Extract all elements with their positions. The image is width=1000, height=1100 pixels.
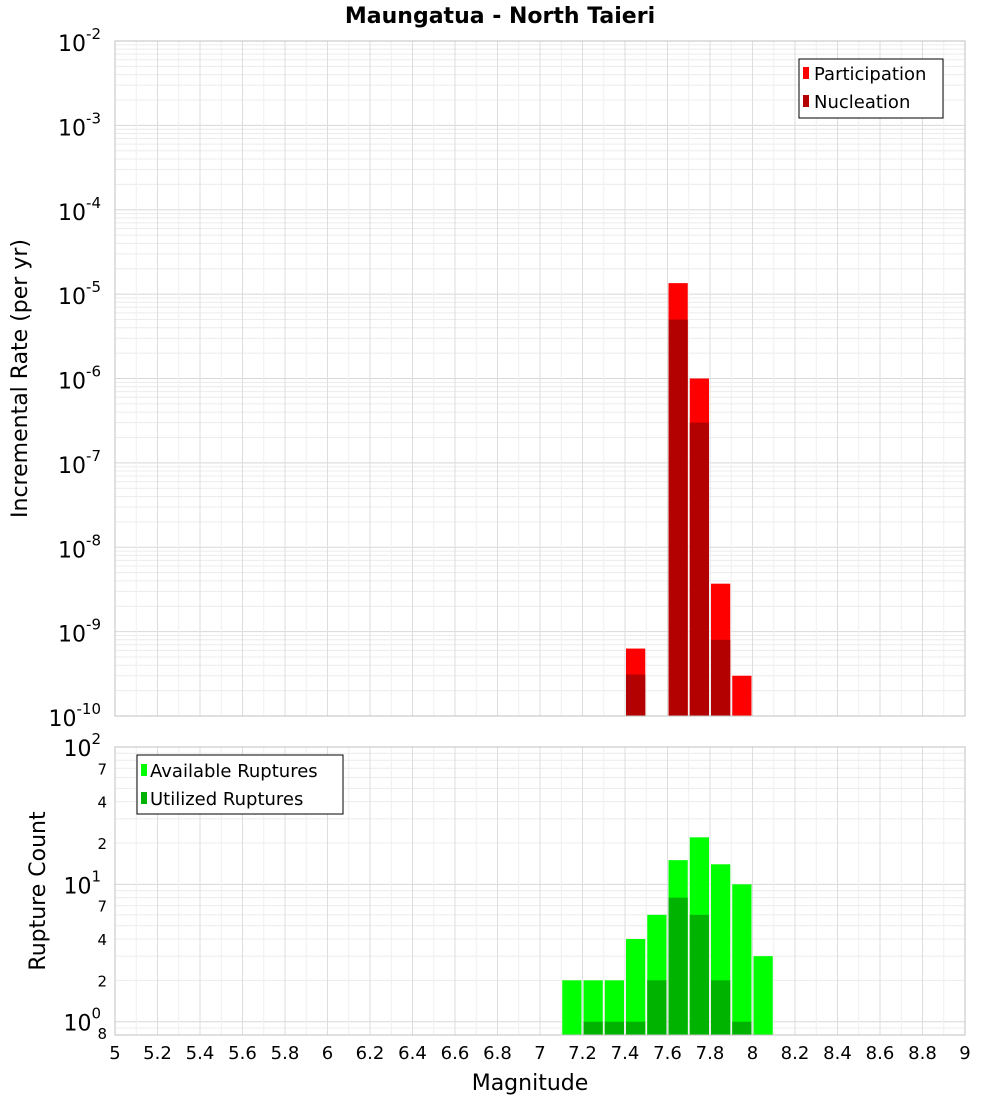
top-y-tick-label: 10-6 xyxy=(58,363,101,395)
nucleation-bar xyxy=(711,639,731,716)
x-tick-label: 6.6 xyxy=(441,1043,470,1064)
x-tick-label: 7.8 xyxy=(696,1043,725,1064)
x-tick-label: 7.2 xyxy=(568,1043,597,1064)
bottom-legend: Available Ruptures Utilized Ruptures xyxy=(136,754,344,815)
bottom-y-minor-tick-label: 4 xyxy=(97,931,107,949)
bottom-y-minor-tick-label: 7 xyxy=(97,760,107,778)
x-tick-label: 6.2 xyxy=(356,1043,385,1064)
available-ruptures-bar xyxy=(732,884,752,1035)
x-tick-label: 7.6 xyxy=(653,1043,682,1064)
bottom-y-major-tick-label: 102 xyxy=(63,730,101,762)
nucleation-bar xyxy=(626,674,646,716)
x-tick-label: 6 xyxy=(322,1043,333,1064)
bottom-y-major-tick-label: 101 xyxy=(63,867,101,899)
top-y-tick-label: 10-2 xyxy=(58,25,101,57)
legend-swatch-nucleation xyxy=(803,95,809,107)
utilized-ruptures-bar xyxy=(732,1021,752,1035)
x-tick-label: 6.8 xyxy=(483,1043,512,1064)
x-tick-label: 8.8 xyxy=(908,1043,937,1064)
bottom-y-minor-tick-label: 8 xyxy=(97,1025,107,1043)
x-tick-label: 8.2 xyxy=(781,1043,810,1064)
top-y-tick-labels: 10-10 10-9 10-8 10-7 10-6 10-5 10-4 10-3 10-2 xyxy=(49,25,102,732)
legend-swatch-utilized-ruptures xyxy=(141,792,147,804)
bottom-series-utilized-ruptures xyxy=(583,897,752,1035)
nucleation-bar xyxy=(689,422,709,716)
bottom-y-major-tick-label: 100 xyxy=(63,1005,101,1037)
x-tick-label: 8.6 xyxy=(866,1043,895,1064)
legend-label-available-ruptures: Available Ruptures xyxy=(150,761,318,782)
x-tick-label: 7.4 xyxy=(611,1043,640,1064)
legend-swatch-available-ruptures xyxy=(141,764,147,776)
bottom-y-minor-tick-label: 2 xyxy=(97,835,107,853)
x-tick-label: 6.4 xyxy=(398,1043,427,1064)
top-y-tick-label: 10-9 xyxy=(58,616,101,648)
legend-label-nucleation: Nucleation xyxy=(814,92,910,113)
utilized-ruptures-bar xyxy=(626,1021,646,1035)
x-tick-label: 5.2 xyxy=(143,1043,172,1064)
top-plot-frame xyxy=(114,40,966,717)
bottom-y-minor-tick-label: 4 xyxy=(97,794,107,812)
top-legend-box xyxy=(798,58,944,119)
top-y-axis-label: Incremental Rate (per yr) xyxy=(8,239,33,518)
utilized-ruptures-bar xyxy=(668,897,688,1035)
x-tick-label: 9 xyxy=(959,1043,970,1064)
legend-label-utilized-ruptures: Utilized Ruptures xyxy=(150,789,303,810)
x-tick-label: 7 xyxy=(534,1043,545,1064)
x-tick-label: 8 xyxy=(747,1043,758,1064)
utilized-ruptures-bar xyxy=(711,980,731,1035)
available-ruptures-bar xyxy=(583,980,603,1035)
bottom-y-minor-tick-label: 2 xyxy=(97,972,107,990)
available-ruptures-bar xyxy=(604,980,624,1035)
available-ruptures-bar xyxy=(626,939,646,1035)
bottom-y-tick-labels: 100 101 102 8 2 4 7 2 4 7 xyxy=(63,730,107,1043)
top-legend: Participation Nucleation xyxy=(798,58,944,119)
bottom-plot-frame xyxy=(114,746,966,1036)
x-tick-labels: 5 5.2 5.4 5.6 5.8 6 6.2 6.4 6.6 6.8 7 7.2 7.4 7.6 7.8 8… xyxy=(109,1043,970,1064)
chart-title: Maungatua - North Taieri xyxy=(345,4,655,29)
top-series-nucleation xyxy=(626,319,731,716)
top-y-tick-label: 10-5 xyxy=(58,278,101,310)
top-y-tick-label: 10-7 xyxy=(58,447,101,479)
x-tick-label: 5.6 xyxy=(228,1043,257,1064)
bottom-y-axis-label: Rupture Count xyxy=(26,811,51,971)
top-panel: 10-10 10-9 10-8 10-7 10-6 10-5 10-4 10-3 10-2 Inc… xyxy=(8,25,966,732)
top-gridlines xyxy=(114,41,966,717)
x-tick-label: 8.4 xyxy=(823,1043,852,1064)
top-y-tick-label: 10-10 xyxy=(49,700,102,732)
top-y-tick-label: 10-4 xyxy=(58,194,101,226)
x-tick-label: 5.8 xyxy=(271,1043,300,1064)
utilized-ruptures-bar xyxy=(583,1021,603,1035)
utilized-ruptures-bar xyxy=(689,914,709,1035)
legend-label-participation: Participation xyxy=(814,64,926,85)
utilized-ruptures-bar xyxy=(647,980,667,1035)
available-ruptures-bar xyxy=(562,980,582,1035)
top-y-tick-label: 10-3 xyxy=(58,109,101,141)
x-tick-label: 5 xyxy=(109,1043,120,1064)
available-ruptures-bar xyxy=(753,956,773,1035)
utilized-ruptures-bar xyxy=(604,1021,624,1035)
x-tick-label: 5.4 xyxy=(186,1043,215,1064)
top-y-tick-label: 10-8 xyxy=(58,531,101,563)
bottom-legend-box xyxy=(136,754,344,815)
legend-swatch-participation xyxy=(803,67,809,79)
nucleation-bar xyxy=(668,319,688,716)
bottom-y-minor-tick-label: 7 xyxy=(97,898,107,916)
x-axis-label: Magnitude xyxy=(472,1071,589,1096)
participation-bar xyxy=(732,675,752,716)
